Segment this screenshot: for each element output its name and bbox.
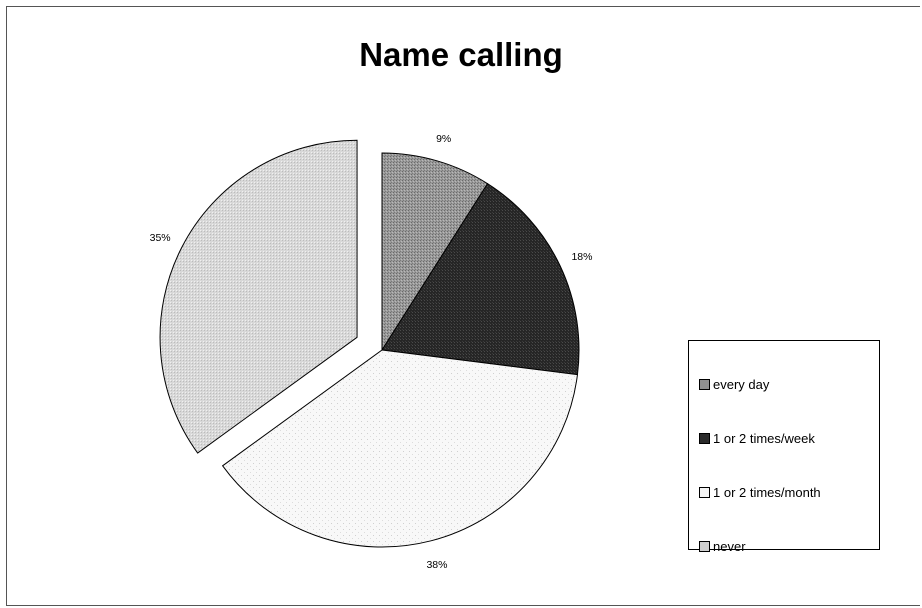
legend-swatch-2 <box>699 432 710 444</box>
legend-label-3: 1 or 2 times/month <box>713 484 821 500</box>
chart-title: Name calling <box>359 36 563 73</box>
legend-swatch-4 <box>699 540 710 552</box>
legend-label-2: 1 or 2 times/week <box>713 430 815 446</box>
legend-swatch-3 <box>699 486 710 498</box>
legend-item-4: never <box>699 519 879 573</box>
slice-label-3: 38% <box>426 559 447 571</box>
legend-label-1: every day <box>713 376 770 392</box>
pie-slice-1 <box>381 152 489 352</box>
legend-label-4: never <box>713 538 746 554</box>
legend-swatch-1 <box>699 378 710 390</box>
legend-item-3: 1 or 2 times/month <box>699 465 879 519</box>
pie-slice-2 <box>381 182 580 376</box>
legend: every day 1 or 2 times/week 1 or 2 times/m… <box>688 340 880 554</box>
legend-item-2: 1 or 2 times/week <box>699 411 879 465</box>
slice-label-1: 9% <box>436 133 451 145</box>
slice-label-4: 35% <box>150 232 171 244</box>
pie-slice-4 <box>159 139 358 454</box>
slice-label-2: 18% <box>571 251 592 263</box>
legend-item-1: every day <box>699 357 879 411</box>
pie-slice-3 <box>221 349 579 548</box>
